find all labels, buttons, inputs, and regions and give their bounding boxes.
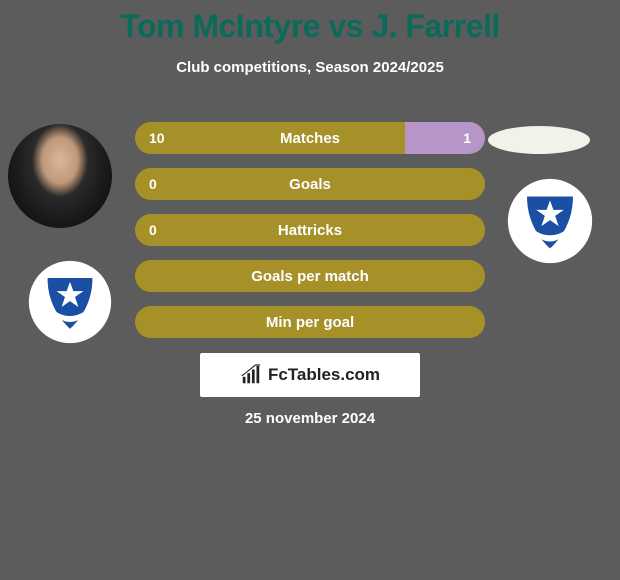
stat-value-right: 1 <box>463 122 471 154</box>
stats-container: Matches101Goals0Hattricks0Goals per matc… <box>135 122 485 352</box>
stat-label: Hattricks <box>135 214 485 246</box>
date-text: 25 november 2024 <box>0 410 620 427</box>
stat-row: Min per goal <box>135 306 485 338</box>
branding-box: FcTables.com <box>200 353 420 397</box>
branding-text: FcTables.com <box>268 365 380 385</box>
stat-value-left: 0 <box>149 168 157 200</box>
subtitle: Club competitions, Season 2024/2025 <box>0 59 620 76</box>
stat-row: Matches10 1 <box>135 122 485 154</box>
stat-row: Goals0 <box>135 168 485 200</box>
stat-label: Min per goal <box>135 306 485 338</box>
club-badge-left <box>28 260 112 344</box>
stat-value-left: 0 <box>149 214 157 246</box>
player-photo-left <box>8 124 112 228</box>
club-badge-right <box>500 178 600 264</box>
stat-row: Goals per match <box>135 260 485 292</box>
stat-row: Hattricks0 <box>135 214 485 246</box>
page-title: Tom McIntyre vs J. Farrell <box>0 0 620 45</box>
stat-label: Matches <box>135 122 485 154</box>
chart-icon <box>240 364 262 386</box>
stat-label: Goals <box>135 168 485 200</box>
stat-label: Goals per match <box>135 260 485 292</box>
stat-value-left: 10 <box>149 122 165 154</box>
player-photo-right <box>488 126 590 154</box>
